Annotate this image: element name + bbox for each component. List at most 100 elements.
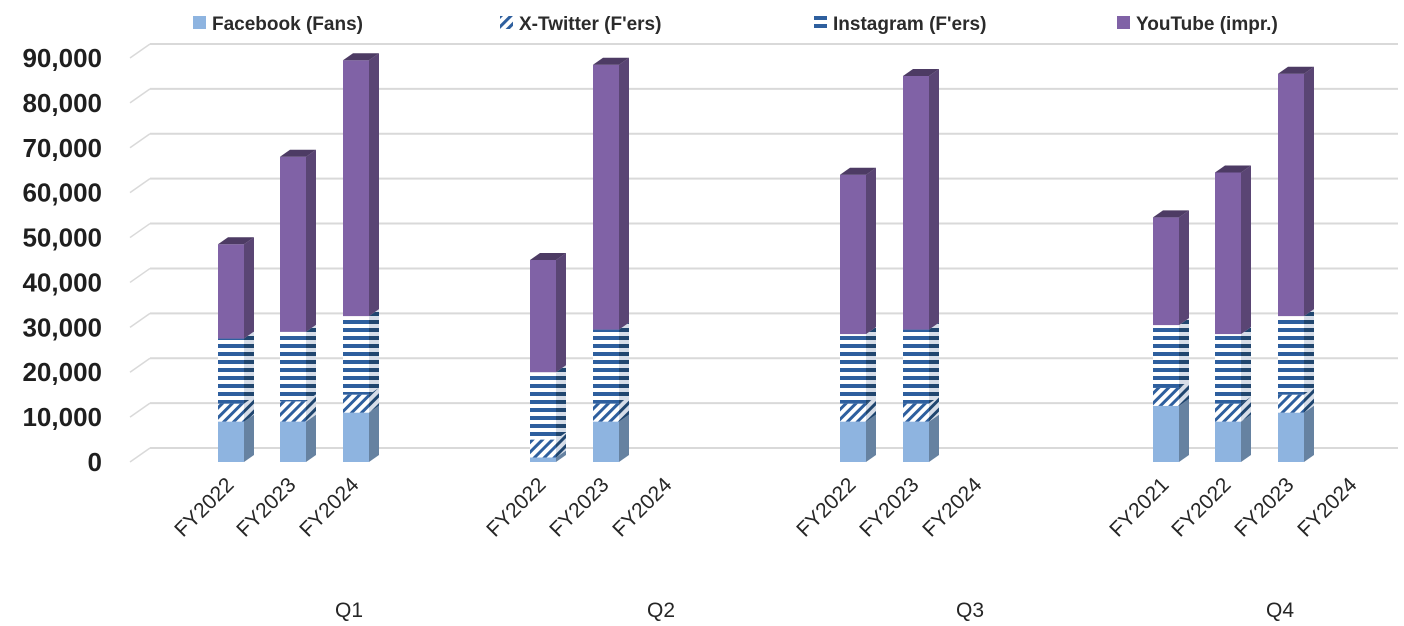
y-tick-label: 70,000: [22, 133, 102, 163]
bar-q2-fy2023-s3-front: [593, 64, 619, 330]
y-axis: 0 10,000 20,000 30,000 40,000 50,000 60,000 70,…: [22, 43, 102, 477]
x-tick-label: FY2022: [482, 473, 550, 541]
y-tick-label: 30,000: [22, 312, 102, 342]
bar-q1-fy2023-s0-front: [280, 421, 306, 462]
x-axis: FY2022FY2023FY2024Q1FY2022FY2023FY2024Q2…: [170, 473, 1361, 622]
bar-q2-fy2022-s3-front: [530, 260, 556, 373]
y-tick-label: 90,000: [22, 43, 102, 73]
bars: [218, 53, 1314, 462]
group-label: Q1: [335, 599, 363, 622]
bar-q4-fy2022-s3-front: [1215, 172, 1241, 335]
bar-q4-fy2021-s0-side: [1179, 398, 1189, 462]
bar-q4-fy2022-s3-side: [1241, 165, 1251, 335]
bar-top-face: [1278, 66, 1314, 74]
bar-q2-fy2022-s0-front: [530, 457, 556, 462]
bar-q4-fy2021-s3-front: [1153, 217, 1179, 326]
bar-q1-fy2022-s0-front: [218, 421, 244, 462]
y-tick-label: 80,000: [22, 88, 102, 118]
bar-q2-fy2023-s1-front: [593, 403, 619, 422]
bar-q1-fy2023-s3-side: [306, 149, 316, 332]
bar-q1-fy2022-s1-side: [244, 396, 254, 422]
bar-q2-fy2022-s0-side: [556, 450, 566, 462]
bar-q3-fy2022-s1-front: [840, 403, 866, 422]
bar-q2-fy2022-s1-front: [530, 439, 556, 458]
bar-q1-fy2022-s3-front: [218, 244, 244, 339]
bar-q3-fy2023-s2-front: [903, 329, 929, 404]
gridline-depth: [129, 178, 151, 194]
x-tick-label: FY2022: [1167, 473, 1235, 541]
bar-q1-fy2023-s1-side: [306, 394, 316, 422]
bar-top-face: [218, 237, 254, 245]
legend-label: Facebook (Fans): [212, 14, 363, 35]
bar-q2-fy2022-s2-front: [530, 372, 556, 440]
x-tick-label: FY2023: [545, 473, 613, 541]
gridline-depth: [129, 88, 151, 104]
gridline-depth: [129, 402, 151, 418]
bar-q2-fy2023-s3-side: [619, 57, 629, 330]
bar-q1-fy2022-s3-side: [244, 237, 254, 339]
bar-q1-fy2024-s1-front: [343, 394, 369, 413]
bar-q3-fy2023-s1-side: [929, 396, 939, 422]
x-tick-label: FY2024: [918, 473, 986, 541]
bar-q1-fy2023-s2-side: [306, 324, 316, 402]
x-tick-label: FY2023: [232, 473, 300, 541]
bar-q1-fy2024-s1-side: [369, 387, 379, 413]
x-tick-label: FY2023: [855, 473, 923, 541]
bar-q4-fy2023-s3-front: [1278, 73, 1304, 317]
bar-q3-fy2022-s0-front: [840, 421, 866, 462]
legend-swatch: [500, 16, 513, 29]
bar-top-face: [1153, 210, 1189, 218]
bar-q2-fy2023-s0-side: [619, 414, 629, 462]
bar-q1-fy2024-s2-front: [343, 316, 369, 395]
bar-q1-fy2023-s3-front: [280, 156, 306, 332]
y-tick-label: 20,000: [22, 357, 102, 387]
bar-q1-fy2022-s2-side: [244, 331, 254, 404]
gridline-depth: [129, 133, 151, 149]
group-label: Q2: [647, 599, 675, 622]
bar-top-face: [840, 167, 876, 175]
bar-top-face: [530, 253, 566, 260]
bar-q1-fy2024-s0-front: [343, 412, 369, 462]
gridlines: [129, 43, 1398, 463]
bar-q4-fy2022-s0-front: [1215, 421, 1241, 462]
bar-q4-fy2023-s1-side: [1304, 387, 1314, 413]
bar-q3-fy2022-s2-front: [840, 334, 866, 404]
bar-q1-fy2023-s0-side: [306, 414, 316, 462]
bar-q4-fy2021-s3-side: [1179, 210, 1189, 326]
gridline-depth: [129, 43, 151, 59]
legend-swatch: [814, 16, 827, 29]
bar-top-face: [280, 149, 316, 157]
gridline-depth: [129, 222, 151, 239]
gridline-depth: [129, 357, 151, 373]
bar-q2-fy2023-s2-side: [619, 322, 629, 404]
bar-q1-fy2024-s3-front: [343, 60, 369, 317]
bar-q3-fy2022-s1-side: [866, 396, 876, 422]
y-tick-label: 0: [88, 447, 102, 477]
bar-q4-fy2021-s2-front: [1153, 325, 1179, 388]
bar-q4-fy2021-s0-front: [1153, 405, 1179, 462]
x-tick-label: FY2022: [170, 473, 238, 541]
legend-label: YouTube (impr.): [1136, 14, 1278, 35]
bar-q1-fy2024-s3-side: [369, 53, 379, 317]
bar-q3-fy2022-s2-side: [866, 327, 876, 404]
bar-q3-fy2023-s0-front: [903, 421, 929, 462]
y-tick-label: 50,000: [22, 223, 102, 253]
bar-q3-fy2023-s0-side: [929, 414, 939, 462]
bar-top-face: [1215, 165, 1251, 173]
bar-top-face: [903, 68, 939, 76]
legend: Facebook (Fans) X-Twitter (F'ers) Instagra…: [193, 14, 1278, 35]
bar-q3-fy2023-s3-front: [903, 75, 929, 330]
bar-q4-fy2023-s0-front: [1278, 412, 1304, 462]
bar-q3-fy2023-s2-side: [929, 322, 939, 404]
bar-q4-fy2022-s1-front: [1215, 403, 1241, 422]
bar-q3-fy2022-s3-side: [866, 167, 876, 335]
bar-q3-fy2023-s3-side: [929, 68, 939, 330]
y-tick-label: 60,000: [22, 178, 102, 208]
x-tick-label: FY2022: [792, 473, 860, 541]
bar-q1-fy2023-s1-front: [280, 401, 306, 422]
bar-q2-fy2023-s1-side: [619, 396, 629, 422]
bar-q4-fy2023-s3-side: [1304, 66, 1314, 317]
gridline-depth: [129, 312, 151, 328]
group-label: Q4: [1266, 599, 1294, 622]
